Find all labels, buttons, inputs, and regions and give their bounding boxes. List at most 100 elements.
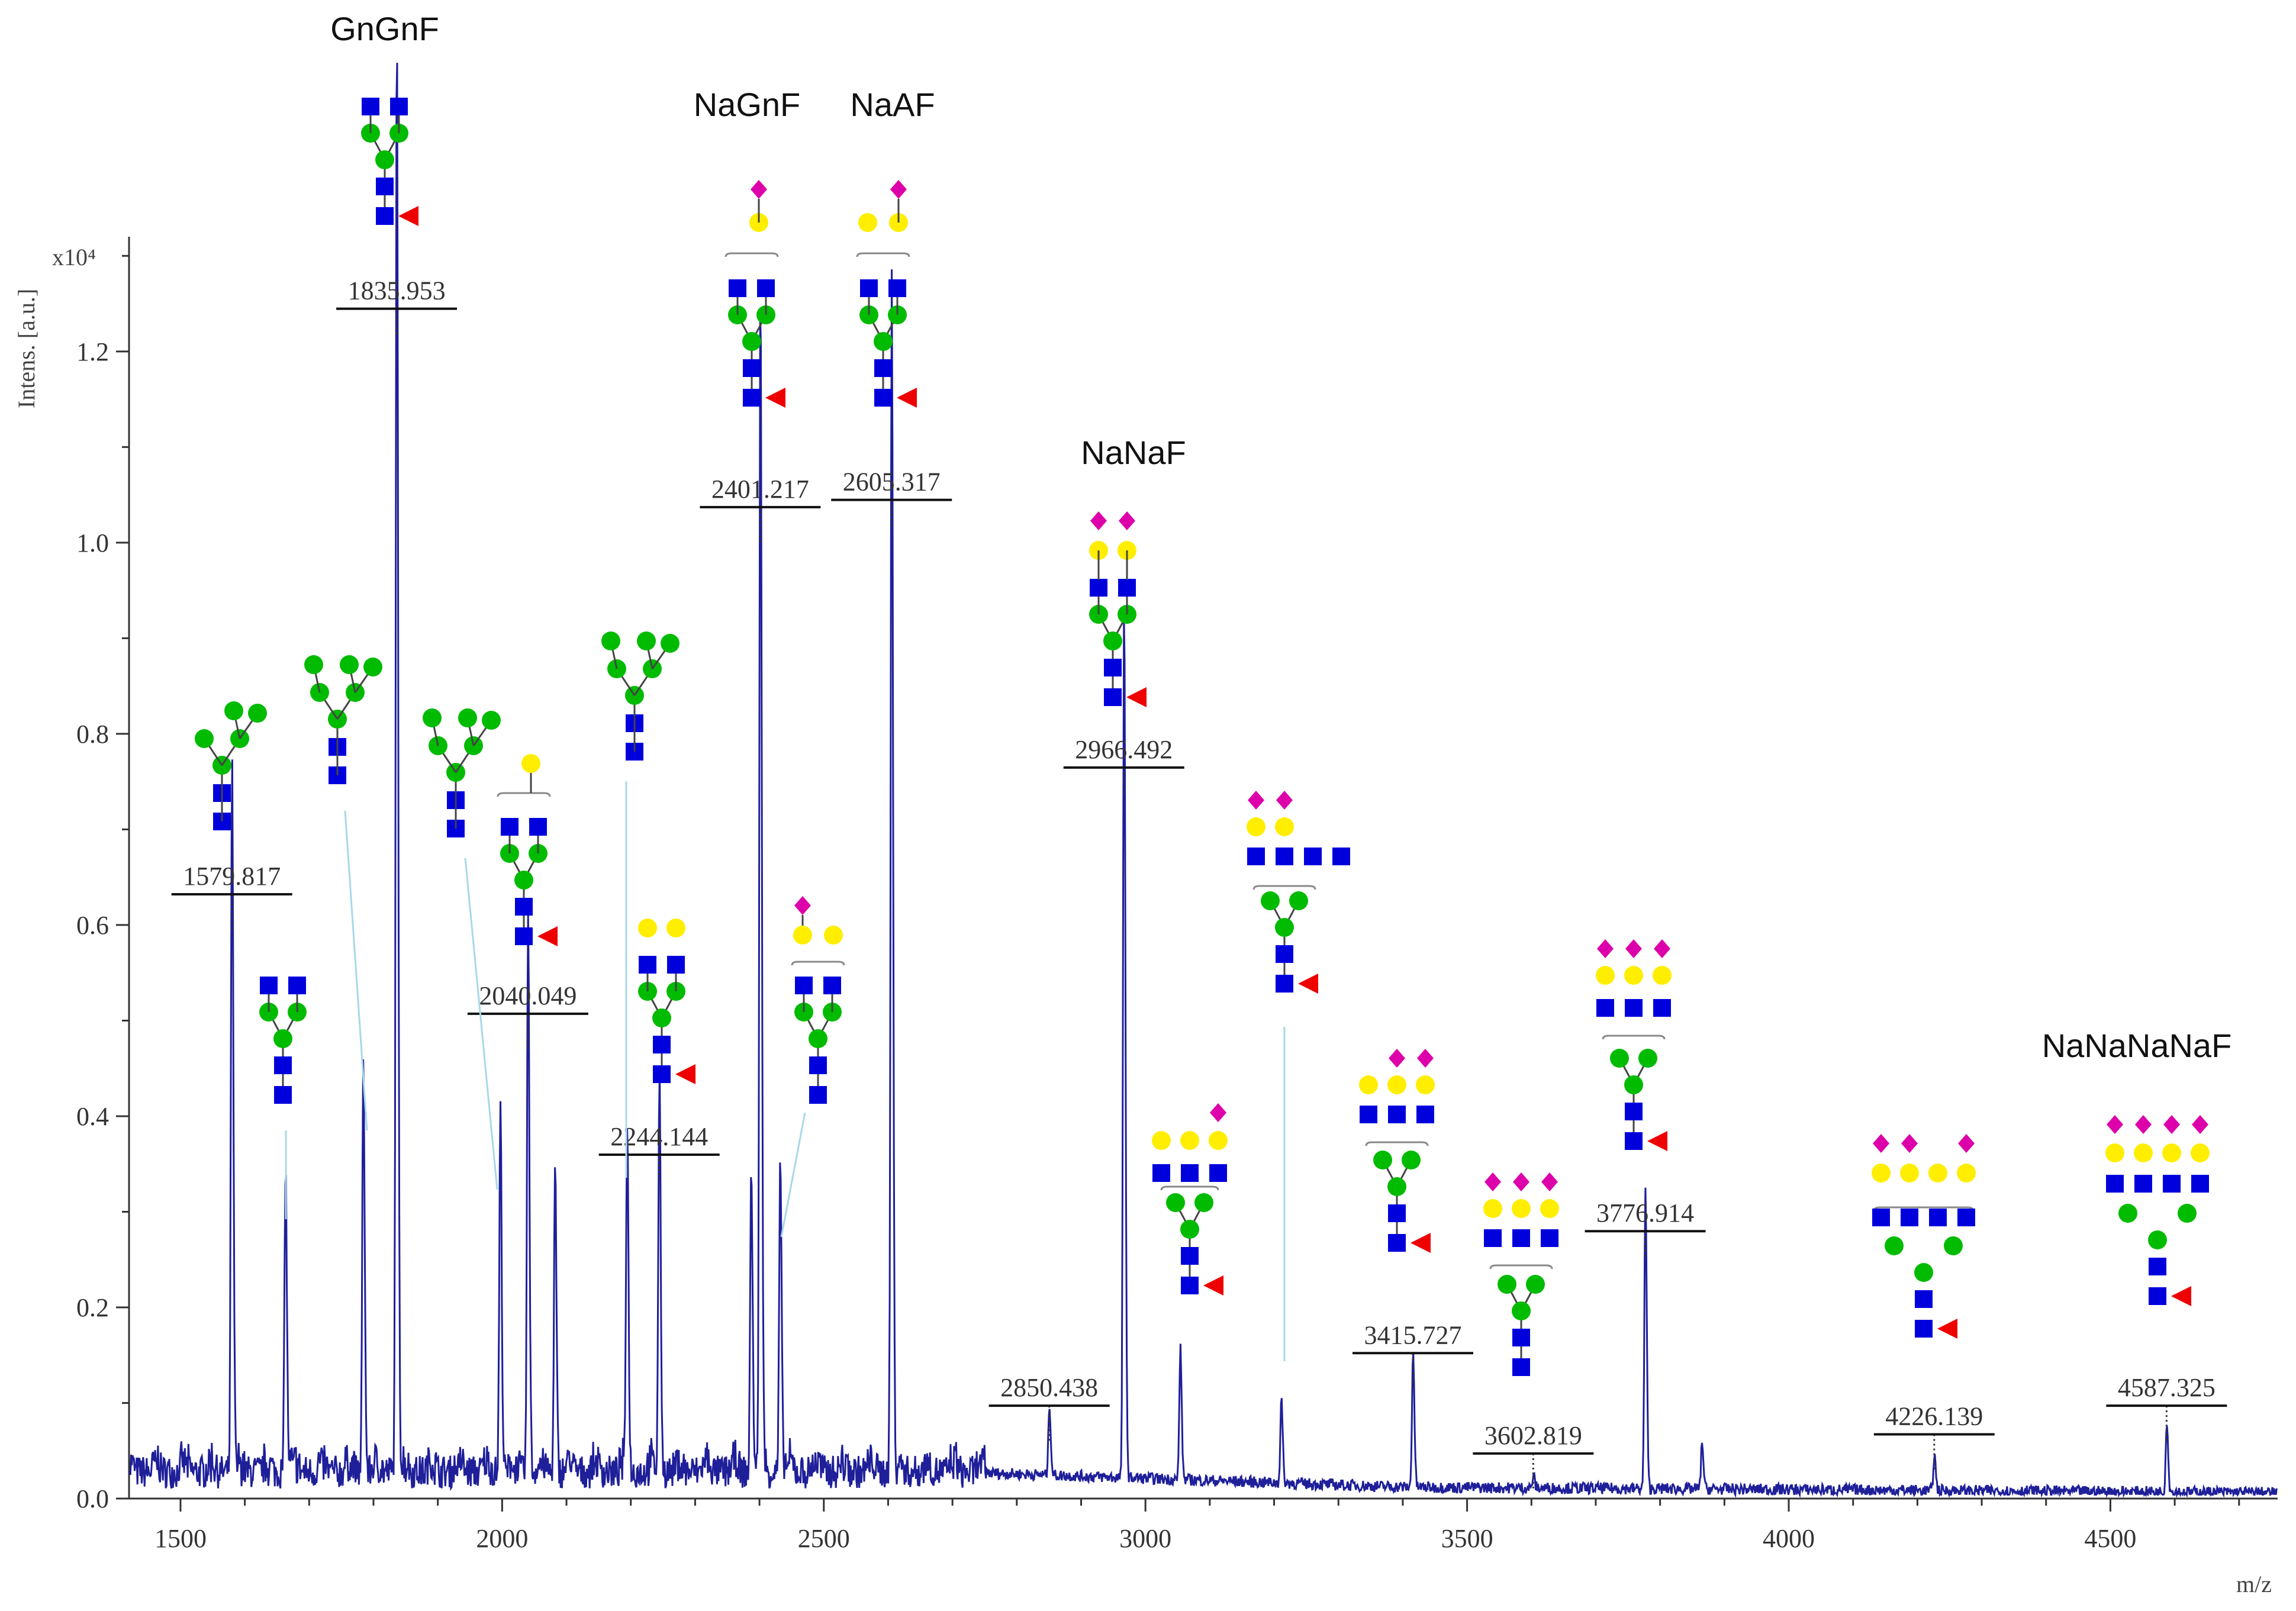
galactose-circle-icon <box>521 754 540 773</box>
sialic-acid-diamond-icon <box>1654 939 1670 958</box>
peak-mz-label: 2966.492 <box>1075 735 1173 764</box>
hexnac-square-icon <box>1247 848 1265 865</box>
galactose-circle-icon <box>1928 1164 1947 1183</box>
sialic-acid-diamond-icon <box>1901 1134 1918 1153</box>
hexnac-square-icon <box>653 1036 671 1053</box>
hexnac-square-icon <box>260 977 278 994</box>
hexnac-square-icon <box>362 98 379 115</box>
sialic-acid-diamond-icon <box>1248 791 1264 810</box>
glycan-structure <box>2105 1115 2210 1306</box>
hexnac-square-icon <box>1118 579 1136 597</box>
glycan-structure <box>497 754 558 946</box>
y-tick-label: 0.8 <box>76 720 109 749</box>
mannose-circle-icon <box>1885 1236 1904 1255</box>
sialic-acid-diamond-icon <box>1484 1172 1501 1191</box>
sialic-acid-diamond-icon <box>1513 1172 1529 1191</box>
hexnac-square-icon <box>639 956 656 974</box>
hexnac-square-icon <box>1181 1247 1199 1265</box>
hexnac-square-icon <box>1276 945 1293 963</box>
sialic-acid-diamond-icon <box>1625 939 1642 958</box>
spectrum-trace <box>128 63 2278 1499</box>
glycan-name-label: NaGnF <box>694 86 801 123</box>
hexnac-square-icon <box>1915 1290 1933 1308</box>
axis-ticks: 1500 2000 2500 3000 3500 4000 4500 0.0 0.2 0.4 0.6… <box>76 254 2240 1553</box>
association-line <box>780 1112 806 1238</box>
sialic-acid-diamond-icon <box>1210 1103 1226 1122</box>
hexnac-square-icon <box>1653 999 1671 1017</box>
galactose-circle-icon <box>1900 1164 1919 1183</box>
glycan-structure <box>1872 1134 1976 1339</box>
fucose-triangle-icon <box>1937 1319 1957 1339</box>
mannose-circle-icon <box>1914 1263 1933 1282</box>
glycan-structure <box>1247 791 1350 994</box>
hexnac-square-icon <box>515 898 533 916</box>
hexnac-square-icon <box>653 1065 671 1083</box>
hexnac-square-icon <box>1152 1164 1170 1182</box>
hexnac-square-icon <box>809 1086 827 1104</box>
mannose-circle-icon <box>195 729 214 748</box>
mannose-circle-icon <box>637 631 656 650</box>
hexnac-square-icon <box>809 1056 827 1074</box>
glycan-structure <box>361 98 418 226</box>
hexnac-square-icon <box>874 389 892 407</box>
hexnac-square-icon <box>1276 848 1293 865</box>
glycan-structure <box>638 919 695 1084</box>
peak-mz-label: 2244.144 <box>610 1122 708 1151</box>
glycan-name-label: NaNaF <box>1081 434 1186 471</box>
mannose-circle-icon <box>248 704 267 723</box>
mannose-circle-icon <box>1194 1193 1213 1212</box>
peak-mz-label: 3602.819 <box>1484 1421 1582 1450</box>
galactose-circle-icon <box>2134 1143 2153 1162</box>
glycan-structure <box>601 631 680 761</box>
glycan-structure <box>195 701 267 830</box>
hexnac-square-icon <box>860 279 878 297</box>
galactose-circle-icon <box>1957 1164 1976 1183</box>
peak-mz-label: 3415.727 <box>1364 1320 1462 1349</box>
mannose-circle-icon <box>1180 1220 1199 1239</box>
galactose-circle-icon <box>1624 966 1643 985</box>
sialic-acid-diamond-icon <box>2135 1115 2152 1134</box>
galactose-circle-icon <box>2191 1143 2210 1162</box>
mannose-circle-icon <box>304 655 323 674</box>
hexnac-square-icon <box>729 279 746 297</box>
mannose-circle-icon <box>742 332 761 351</box>
glycan-structure <box>423 708 501 837</box>
mannose-circle-icon <box>1610 1049 1629 1068</box>
hexnac-square-icon <box>1332 848 1350 865</box>
galactose-circle-icon <box>1387 1075 1406 1094</box>
y-tick-label: 0.2 <box>76 1293 109 1322</box>
galactose-circle-icon <box>666 919 685 937</box>
hexnac-square-icon <box>1901 1209 1918 1226</box>
hexnac-square-icon <box>1360 1106 1377 1123</box>
sialic-acid-diamond-icon <box>1873 1134 1889 1153</box>
mannose-circle-icon <box>273 1029 292 1048</box>
hexnac-square-icon <box>2163 1175 2181 1193</box>
hexnac-square-icon <box>1512 1229 1530 1247</box>
galactose-circle-icon <box>1152 1131 1171 1150</box>
galactose-circle-icon <box>1359 1075 1378 1094</box>
peak-mz-label: 2401.217 <box>711 475 809 504</box>
mannose-circle-icon <box>1526 1275 1545 1294</box>
mannose-circle-icon <box>340 655 359 674</box>
glycan-structure <box>259 977 307 1104</box>
mannose-circle-icon <box>1944 1236 1963 1255</box>
sialic-acid-diamond-icon <box>1597 939 1614 958</box>
sialic-acid-diamond-icon <box>794 896 811 915</box>
fucose-triangle-icon <box>398 206 418 226</box>
hexnac-square-icon <box>1484 1229 1502 1247</box>
glycan-name-label: NaNaNaNaF <box>2042 1027 2232 1064</box>
hexnac-square-icon <box>795 977 813 994</box>
hexnac-square-icon <box>757 279 775 297</box>
glycan-structures <box>195 98 2210 1376</box>
hexnac-square-icon <box>1388 1204 1406 1222</box>
hexnac-square-icon <box>667 956 685 974</box>
mannose-circle-icon <box>1512 1301 1531 1320</box>
mannose-circle-icon <box>1498 1275 1516 1294</box>
x-tick-label: 2500 <box>798 1524 850 1553</box>
hexnac-square-icon <box>1625 1103 1643 1120</box>
hexnac-square-icon <box>1957 1209 1975 1226</box>
hexnac-square-icon <box>1929 1209 1947 1226</box>
association-line <box>344 810 368 1131</box>
glycan-structure <box>1359 1049 1435 1253</box>
hexnac-square-icon <box>1181 1277 1199 1294</box>
